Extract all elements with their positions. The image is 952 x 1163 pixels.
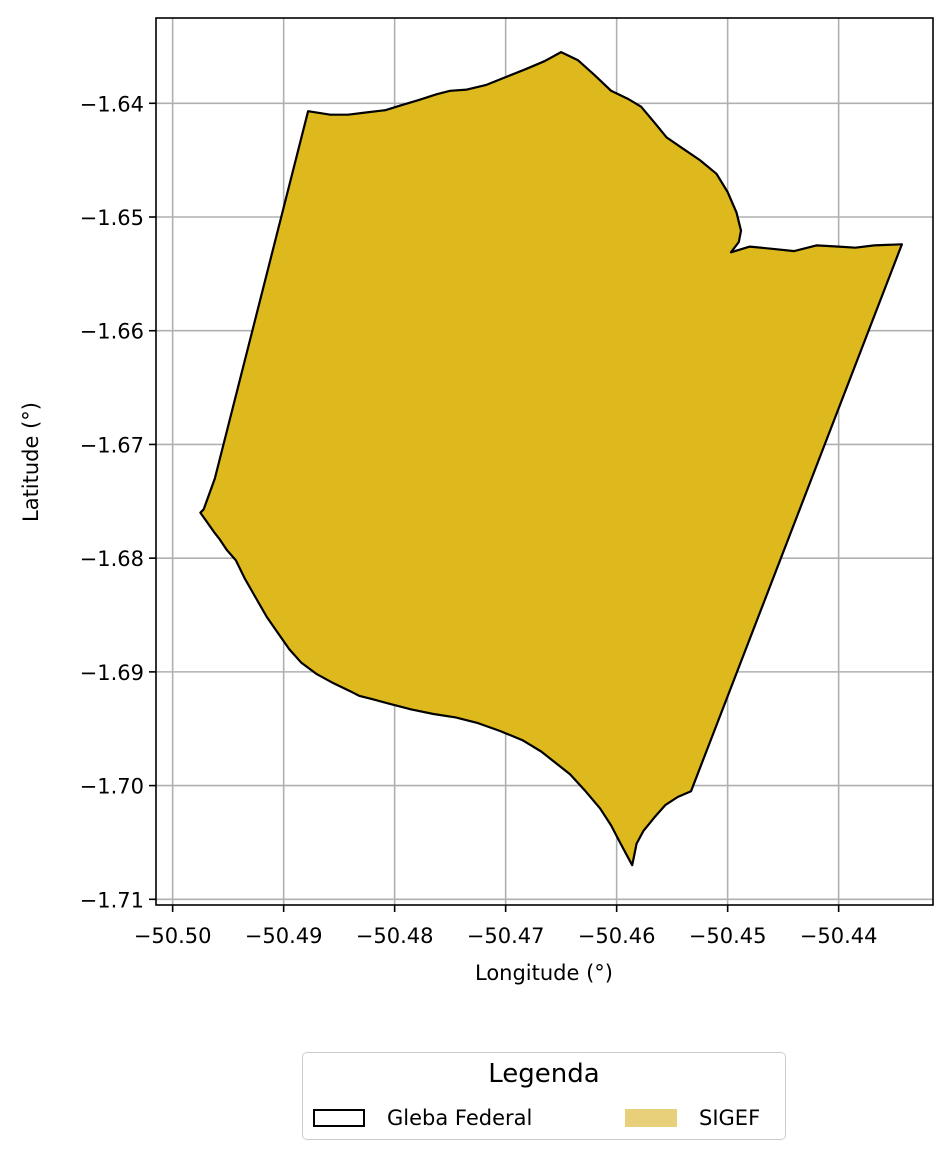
y-tick-label: −1.69 <box>80 661 144 685</box>
x-axis-label: Longitude (°) <box>475 961 613 985</box>
y-axis-ticks: −1.64 −1.65 −1.66 −1.67 −1.68 −1.69 −1.70 −1.71 <box>80 92 156 912</box>
plot-frame <box>155 17 934 906</box>
legend-entry-sigef: SIGEF <box>625 1105 760 1131</box>
legend-label-gleba-federal: Gleba Federal <box>387 1106 533 1130</box>
y-tick-label: −1.71 <box>80 888 144 912</box>
y-tick-label: −1.67 <box>80 433 144 457</box>
x-tick-label: −50.48 <box>356 924 434 948</box>
y-tick-label: −1.66 <box>80 320 144 344</box>
x-tick-label: −50.49 <box>245 924 323 948</box>
y-tick-label: −1.65 <box>80 206 144 230</box>
legend-swatch-sigef <box>625 1109 677 1127</box>
legend-title: Legenda <box>488 1059 600 1089</box>
legend-label-sigef: SIGEF <box>699 1106 761 1130</box>
y-tick-label: −1.68 <box>80 547 144 571</box>
y-tick-label: −1.64 <box>80 92 144 116</box>
x-tick-label: −50.46 <box>578 924 656 948</box>
x-axis-ticks: −50.50 −50.49 −50.48 −50.47 −50.46 −50.45 −50.… <box>134 905 878 948</box>
legend-entry-gleba-federal: Gleba Federal <box>313 1105 532 1131</box>
legend-swatch-gleba-federal <box>313 1109 365 1127</box>
polygon-layer <box>199 50 904 867</box>
y-tick-label: −1.70 <box>80 775 144 799</box>
x-tick-label: −50.50 <box>134 924 212 948</box>
legend: Legenda Gleba Federal SIGEF <box>302 1052 786 1140</box>
y-axis-label: Latitude (°) <box>19 402 43 522</box>
gleba-federal-polygon <box>199 50 904 867</box>
x-tick-label: −50.44 <box>800 924 878 948</box>
x-tick-label: −50.47 <box>467 924 545 948</box>
x-tick-label: −50.45 <box>689 924 767 948</box>
